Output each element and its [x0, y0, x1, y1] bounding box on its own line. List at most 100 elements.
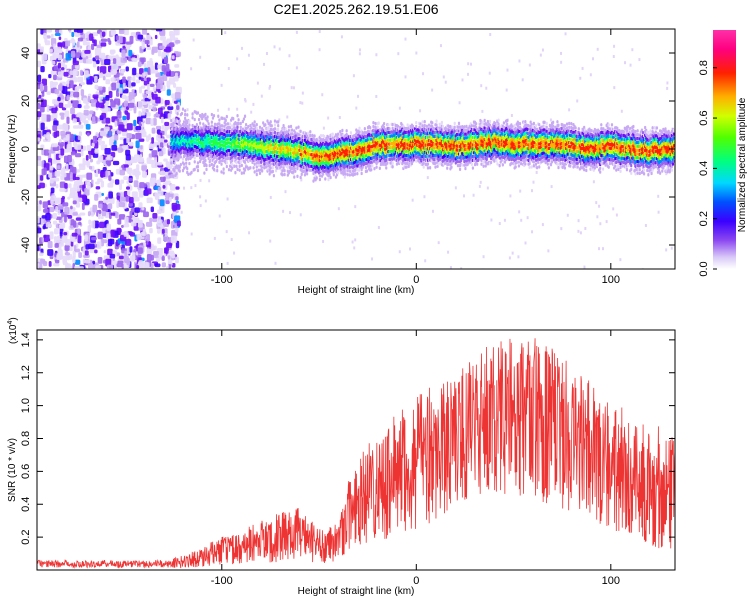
spectrogram-cell — [666, 86, 669, 90]
spectrogram-cell — [220, 162, 223, 166]
spectrogram-cell — [412, 158, 416, 162]
spectrogram-cell — [76, 29, 83, 33]
spectrogram-cell — [249, 166, 252, 170]
spectrogram-cell — [152, 86, 156, 92]
spectrogram-cell — [92, 61, 97, 68]
spectrogram-cell — [169, 103, 173, 107]
spectrogram-cell — [120, 179, 125, 184]
spectrogram-cell — [165, 125, 169, 129]
spectrogram-cell — [58, 36, 62, 41]
spectrogram-cell — [517, 255, 520, 259]
spectrogram-cell — [213, 236, 216, 240]
spectrogram-cell — [122, 130, 128, 137]
spectrogram-cell — [240, 163, 243, 168]
spectrogram-cell — [332, 172, 335, 177]
spectrogram-cell — [318, 177, 322, 182]
spectrogram-cell — [142, 72, 146, 78]
spectrogram-cell — [115, 168, 121, 175]
spectrogram-cell — [353, 246, 356, 250]
spectrogram-cell — [173, 75, 179, 82]
spectrogram-cell — [53, 65, 60, 71]
spectrogram-cell — [77, 266, 84, 269]
spectrogram-cell — [128, 178, 133, 182]
spectrogram-cell — [206, 119, 209, 123]
spectrogram-cell — [54, 170, 61, 177]
spectrogram-cell — [48, 261, 52, 267]
spectrogram-cell — [95, 101, 100, 108]
spectrogram-cell — [193, 117, 196, 122]
spectrogram-cell — [619, 258, 622, 262]
spectrogram-cell — [133, 105, 137, 114]
spectrogram-cell — [100, 180, 104, 188]
spectrogram-cell — [129, 246, 133, 253]
spectrogram-cell — [291, 132, 294, 136]
spectrogram-cell — [64, 245, 70, 251]
spectrogram-cell — [70, 50, 76, 58]
spectrogram-cell — [108, 90, 113, 99]
spectrogram-cell — [195, 122, 198, 127]
spectrogram-cell — [539, 53, 542, 57]
spectrogram-cell — [278, 118, 281, 122]
spectrogram-cell — [94, 55, 100, 60]
spectrogram-cell — [665, 172, 668, 176]
spectrogram-cell — [59, 181, 66, 189]
spectrogram-cell — [145, 90, 152, 95]
spectrogram-cell — [119, 169, 126, 176]
spectrogram-cell — [57, 165, 61, 170]
spectrogram-cell — [131, 89, 135, 93]
spectrogram-cell — [247, 53, 250, 57]
spectrogram-cell — [57, 124, 64, 130]
spectrogram-cell — [337, 170, 340, 175]
spectrogram-cell — [273, 127, 277, 131]
spectrogram-cell — [60, 130, 66, 137]
spectrogram-cell — [286, 115, 289, 119]
spectrogram-cell — [46, 104, 50, 113]
spectrogram-cell — [227, 167, 231, 172]
spectrogram-cell — [103, 198, 109, 204]
spectrogram-cell — [471, 166, 475, 170]
spectrogram-cell — [77, 228, 81, 235]
spectrogram-cell — [374, 121, 377, 126]
spectrogram-cell — [273, 123, 277, 127]
spectrogram-cell — [166, 80, 171, 88]
spectrogram-cell — [148, 94, 152, 100]
spectrogram-cell — [488, 71, 491, 75]
spectrogram-cell — [212, 113, 216, 118]
spectrogram-cell — [629, 63, 632, 67]
spectrogram-cell — [66, 94, 70, 101]
spectrogram-cell — [187, 172, 190, 177]
spectrogram-cell — [97, 178, 103, 183]
spectrogram-cell — [252, 102, 255, 106]
spectrogram-cell — [89, 33, 94, 41]
spectrogram-cell — [85, 32, 88, 39]
spectrogram-cell — [139, 68, 144, 75]
spectrogram-cell — [181, 168, 185, 173]
spectrogram-cell — [69, 193, 75, 199]
spectrogram-cell — [62, 202, 69, 207]
spectrogram-cell — [470, 62, 473, 66]
spectrogram-cell — [322, 172, 325, 176]
spectrogram-cell — [73, 183, 80, 189]
spectrogram-cell — [670, 246, 673, 250]
spectrogram-cell — [92, 32, 99, 37]
spectrogram-cell — [126, 132, 133, 139]
spectrogram-cell — [49, 115, 54, 121]
spectrogram-cell — [70, 151, 76, 156]
spectrogram-cell — [204, 112, 207, 117]
spectrogram-cell — [114, 98, 121, 105]
spectrogram-cell — [77, 37, 84, 42]
spectrogram-cell — [99, 66, 107, 74]
spectrogram-cell — [95, 186, 101, 190]
spectrogram-cell — [341, 128, 344, 133]
spectrogram-cell — [437, 241, 440, 245]
spectrogram-cell — [105, 94, 110, 101]
spectrogram-cell — [88, 219, 92, 225]
spectrogram-cell — [89, 110, 94, 115]
spectrogram-cell — [138, 202, 143, 208]
spectrogram-cell — [66, 134, 71, 141]
spectrogram-cell — [102, 159, 106, 166]
spectrogram-cell — [51, 81, 58, 86]
spectrogram-cell — [49, 165, 54, 171]
spectrogram-cell — [156, 179, 161, 186]
spectrogram-cell — [73, 69, 78, 76]
